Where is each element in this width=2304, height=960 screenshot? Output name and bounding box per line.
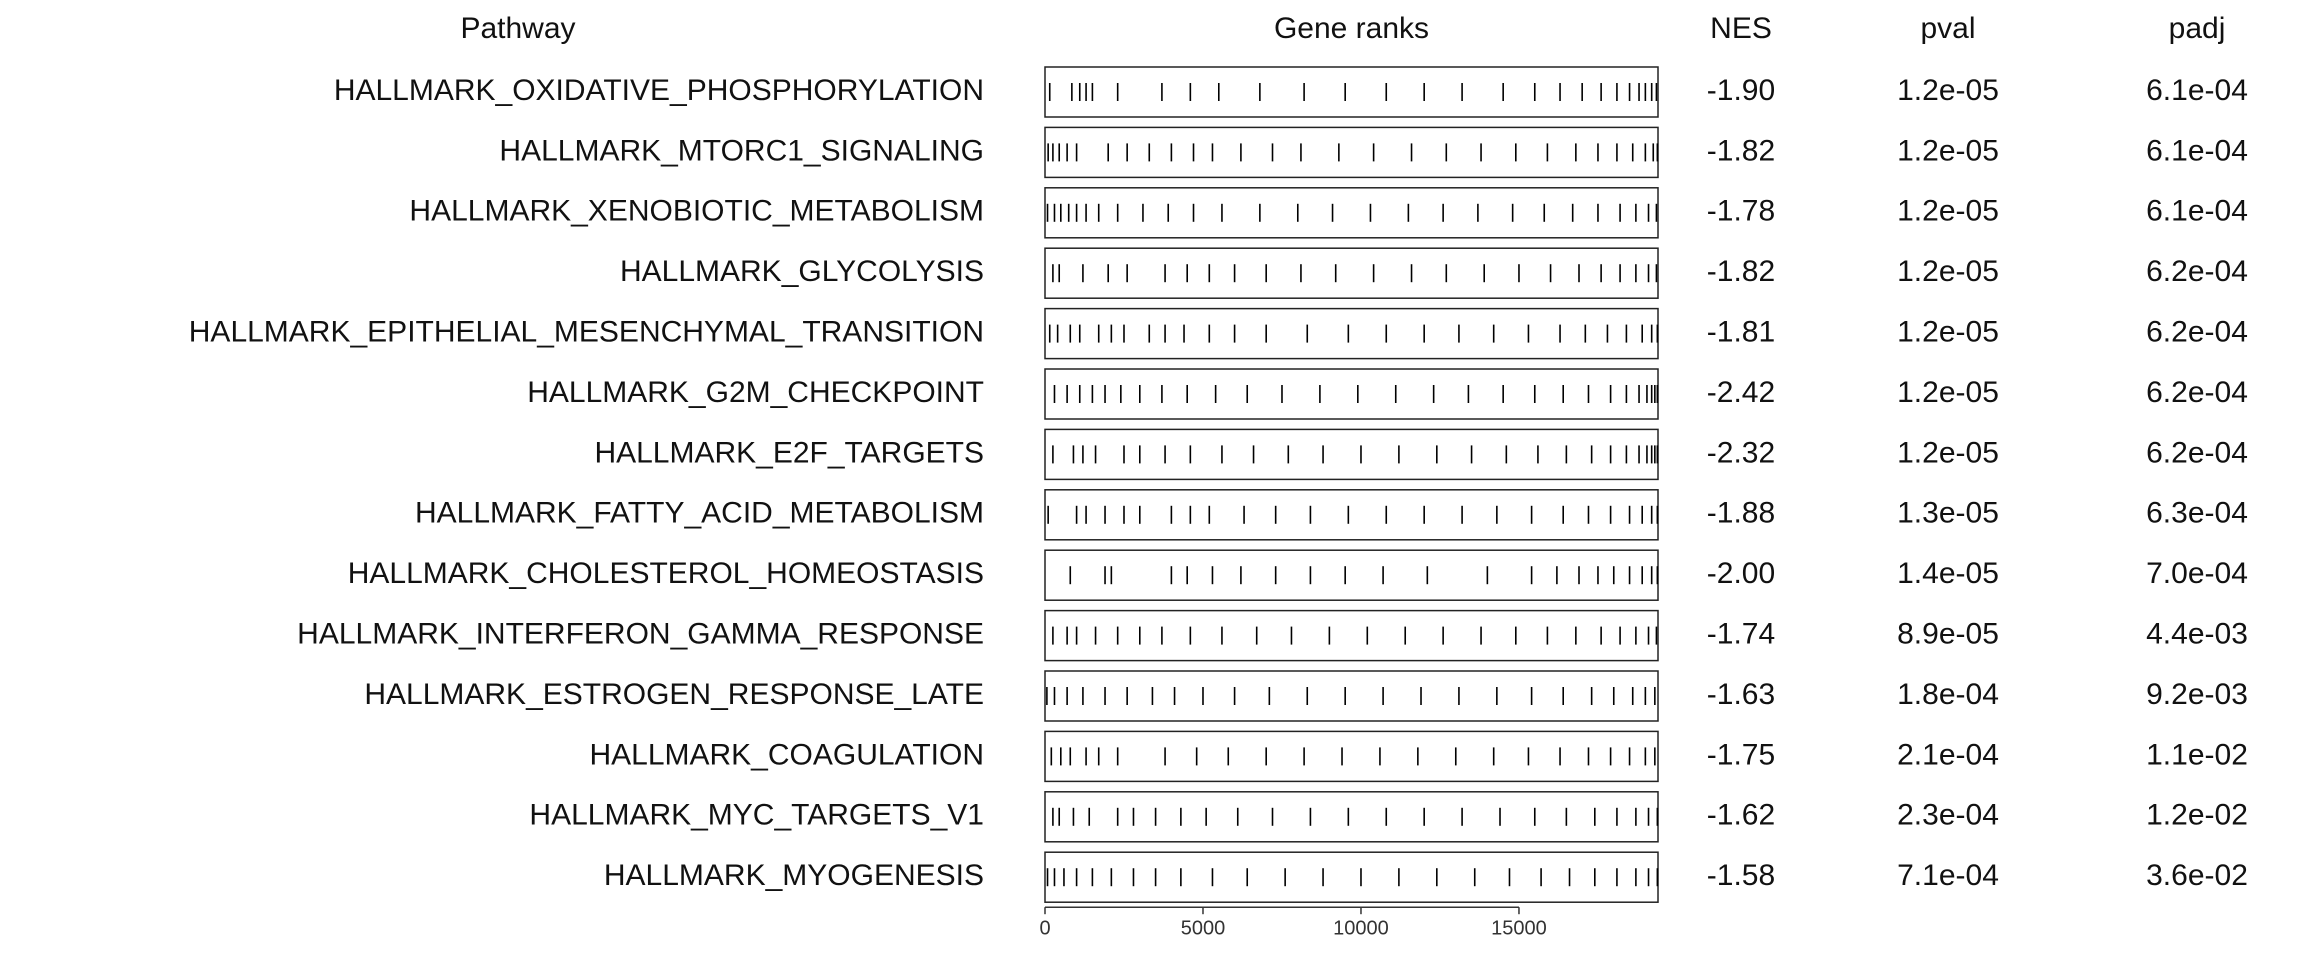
rank-box: [1044, 307, 1659, 360]
pval-value: 1.2e-05: [1897, 74, 1999, 107]
padj-value: 6.1e-04: [2146, 195, 2248, 228]
nes-value: -1.58: [1707, 859, 1775, 892]
pval-value: 1.2e-05: [1897, 134, 1999, 167]
x-tick-label: 15000: [1491, 917, 1547, 939]
pathway-name: HALLMARK_MTORC1_SIGNALING: [499, 134, 984, 167]
x-tick-label: 5000: [1181, 917, 1226, 939]
rank-box: [1044, 66, 1659, 118]
column-header: NES: [1710, 12, 1772, 45]
nes-value: -1.74: [1707, 618, 1775, 651]
nes-value: -1.78: [1707, 195, 1775, 228]
pathway-name: HALLMARK_XENOBIOTIC_METABOLISM: [409, 195, 984, 228]
pval-value: 8.9e-05: [1897, 618, 1999, 651]
pathway-name: HALLMARK_COAGULATION: [589, 738, 984, 771]
pathway-name: HALLMARK_MYOGENESIS: [604, 859, 984, 892]
pathway-name: HALLMARK_MYC_TARGETS_V1: [529, 799, 984, 832]
nes-value: -1.63: [1707, 678, 1775, 711]
pval-value: 1.4e-05: [1897, 557, 1999, 590]
rank-box: [1044, 187, 1659, 239]
rank-box: [1044, 489, 1659, 541]
nes-value: -1.82: [1707, 255, 1775, 288]
padj-value: 6.2e-04: [2146, 376, 2248, 409]
pval-value: 1.2e-05: [1897, 255, 1999, 288]
pval-value: 1.2e-05: [1897, 316, 1999, 349]
pval-value: 1.2e-05: [1897, 436, 1999, 469]
padj-value: 3.6e-02: [2146, 859, 2248, 892]
column-header: Gene ranks: [1274, 12, 1429, 45]
padj-value: 6.2e-04: [2146, 316, 2248, 349]
pathway-name: HALLMARK_G2M_CHECKPOINT: [527, 376, 984, 409]
column-header: Pathway: [460, 12, 575, 45]
padj-value: 6.2e-04: [2146, 255, 2248, 288]
pathway-name: HALLMARK_GLYCOLYSIS: [620, 255, 984, 288]
column-header: pval: [1920, 12, 1975, 45]
rank-box: [1044, 670, 1659, 722]
padj-value: 9.2e-03: [2146, 678, 2248, 711]
pathway-name: HALLMARK_E2F_TARGETS: [594, 436, 984, 469]
nes-value: -1.75: [1707, 738, 1775, 771]
x-tick-label: 0: [1039, 917, 1050, 939]
rank-box: [1044, 247, 1659, 299]
pathway-name: HALLMARK_FATTY_ACID_METABOLISM: [415, 497, 984, 530]
rank-box: [1044, 368, 1659, 420]
nes-value: -2.42: [1707, 376, 1775, 409]
pathway-name: HALLMARK_ESTROGEN_RESPONSE_LATE: [364, 678, 984, 711]
pathway-name: HALLMARK_EPITHELIAL_MESENCHYMAL_TRANSITI…: [189, 316, 984, 349]
pval-value: 7.1e-04: [1897, 859, 1999, 892]
pval-value: 1.2e-05: [1897, 376, 1999, 409]
pathway-name: HALLMARK_INTERFERON_GAMMA_RESPONSE: [297, 618, 984, 651]
pval-value: 2.3e-04: [1897, 799, 1999, 832]
rank-box: [1044, 609, 1659, 662]
pval-value: 1.8e-04: [1897, 678, 1999, 711]
padj-value: 6.2e-04: [2146, 436, 2248, 469]
padj-value: 6.3e-04: [2146, 497, 2248, 530]
column-header: padj: [2169, 12, 2226, 45]
padj-value: 4.4e-03: [2146, 618, 2248, 651]
padj-value: 6.1e-04: [2146, 74, 2248, 107]
nes-value: -2.32: [1707, 436, 1775, 469]
rank-box: [1044, 730, 1659, 783]
padj-value: 1.1e-02: [2146, 738, 2248, 771]
pathway-name: HALLMARK_CHOLESTEROL_HOMEOSTASIS: [348, 557, 984, 590]
rank-box: [1044, 851, 1659, 903]
padj-value: 6.1e-04: [2146, 134, 2248, 167]
padj-value: 1.2e-02: [2146, 799, 2248, 832]
nes-value: -1.82: [1707, 134, 1775, 167]
rank-box: [1044, 126, 1659, 179]
pval-value: 1.3e-05: [1897, 497, 1999, 530]
rank-box: [1044, 549, 1659, 601]
pval-value: 1.2e-05: [1897, 195, 1999, 228]
padj-value: 7.0e-04: [2146, 557, 2248, 590]
nes-value: -1.81: [1707, 316, 1775, 349]
nes-value: -1.62: [1707, 799, 1775, 832]
nes-value: -1.88: [1707, 497, 1775, 530]
nes-value: -1.90: [1707, 74, 1775, 107]
x-tick-label: 10000: [1333, 917, 1389, 939]
pathway-name: HALLMARK_OXIDATIVE_PHOSPHORYLATION: [334, 74, 984, 107]
nes-value: -2.00: [1707, 557, 1775, 590]
pval-value: 2.1e-04: [1897, 738, 1999, 771]
